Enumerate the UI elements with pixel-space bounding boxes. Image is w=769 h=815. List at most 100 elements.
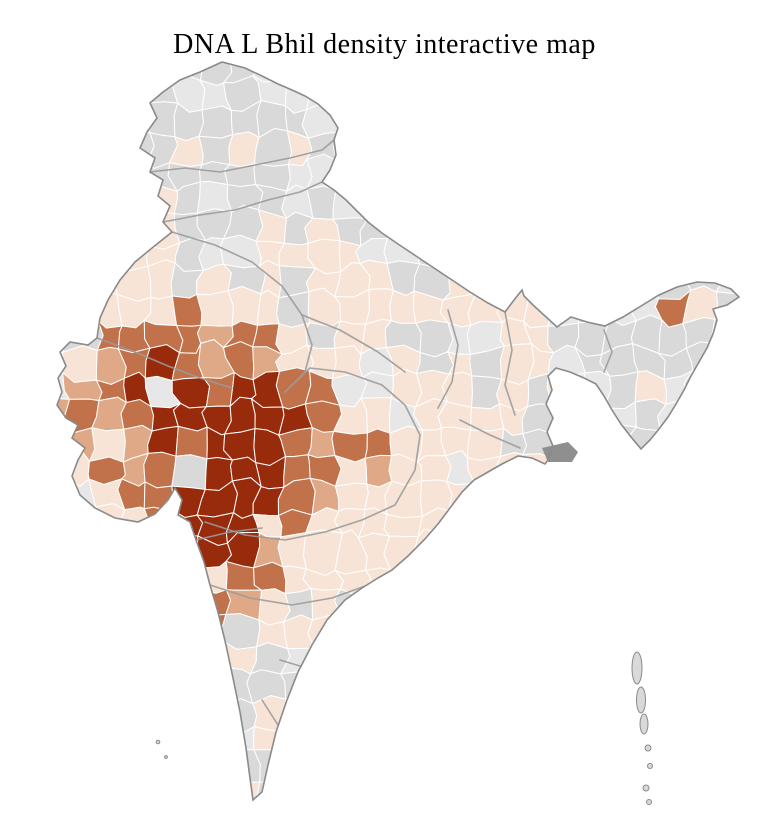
district[interactable] [63,719,97,758]
district[interactable] [337,698,366,735]
district[interactable] [62,289,99,322]
district[interactable] [383,513,423,537]
district[interactable] [517,719,558,763]
district[interactable] [682,180,716,219]
district[interactable] [602,566,635,593]
district[interactable] [146,776,182,815]
district[interactable] [655,752,689,788]
district[interactable] [573,181,608,218]
district[interactable] [69,608,95,649]
district[interactable] [544,669,583,706]
district[interactable] [35,776,73,811]
district[interactable] [709,502,746,542]
district[interactable] [463,184,496,214]
district[interactable] [339,640,367,681]
district[interactable] [576,423,612,464]
district[interactable] [223,163,257,188]
district[interactable] [548,479,582,517]
district[interactable] [389,641,423,673]
district[interactable] [112,102,151,136]
district[interactable] [661,477,694,516]
district[interactable] [741,291,769,327]
district[interactable] [740,562,769,592]
district[interactable] [279,668,313,700]
district[interactable] [492,159,531,190]
district[interactable] [331,780,370,812]
district[interactable] [655,127,691,166]
district[interactable] [111,645,150,680]
district[interactable] [387,76,417,111]
district[interactable] [578,647,613,678]
district[interactable] [365,288,394,325]
district[interactable] [520,562,562,593]
district[interactable] [710,612,740,645]
district[interactable] [89,670,124,706]
district[interactable] [709,693,742,733]
district[interactable] [363,588,398,624]
district[interactable] [629,103,660,139]
district[interactable] [332,130,363,162]
district[interactable] [692,612,717,645]
district[interactable] [495,561,526,598]
district[interactable] [517,755,551,782]
district[interactable] [743,81,765,111]
district[interactable] [603,487,635,517]
district[interactable] [170,750,208,786]
district[interactable] [143,670,181,705]
district[interactable] [572,506,609,543]
district[interactable] [175,425,208,460]
district[interactable] [120,722,145,757]
district[interactable] [410,699,451,727]
district[interactable] [332,183,369,220]
district[interactable] [385,749,421,788]
district[interactable] [362,721,399,751]
district[interactable] [225,781,262,807]
district[interactable] [88,73,119,111]
district[interactable] [467,101,505,136]
district[interactable] [471,265,505,295]
district[interactable] [603,76,637,111]
district[interactable] [689,424,715,462]
district[interactable] [604,668,634,706]
district[interactable] [707,182,739,220]
district[interactable] [116,698,148,728]
district[interactable] [629,76,657,111]
district[interactable] [574,727,611,759]
district[interactable] [171,612,209,654]
district[interactable] [118,506,150,541]
district[interactable] [355,131,396,163]
district[interactable] [469,640,500,679]
district[interactable] [359,693,394,730]
district[interactable] [360,782,390,814]
district[interactable] [655,157,689,190]
district[interactable] [551,153,585,187]
district[interactable] [469,775,503,810]
district[interactable] [34,315,67,356]
district[interactable] [685,586,719,624]
district[interactable] [37,212,73,248]
district[interactable] [358,667,395,706]
district[interactable] [609,289,638,327]
district[interactable] [196,781,233,810]
district[interactable] [710,126,740,161]
district[interactable] [733,695,769,732]
district[interactable] [603,590,640,625]
district[interactable] [118,127,155,170]
district[interactable] [61,427,96,463]
district[interactable] [575,100,613,141]
district[interactable] [629,568,659,594]
district[interactable] [656,213,693,245]
district[interactable] [227,285,262,327]
district[interactable] [737,150,769,194]
district[interactable] [37,155,73,192]
district[interactable] [63,207,100,248]
district[interactable] [143,755,179,784]
district[interactable] [174,775,203,814]
district[interactable] [683,451,718,489]
district[interactable] [121,533,147,572]
district[interactable] [601,136,638,166]
district[interactable] [386,694,415,727]
district[interactable] [384,479,423,519]
district[interactable] [685,126,717,162]
district[interactable] [143,506,176,542]
